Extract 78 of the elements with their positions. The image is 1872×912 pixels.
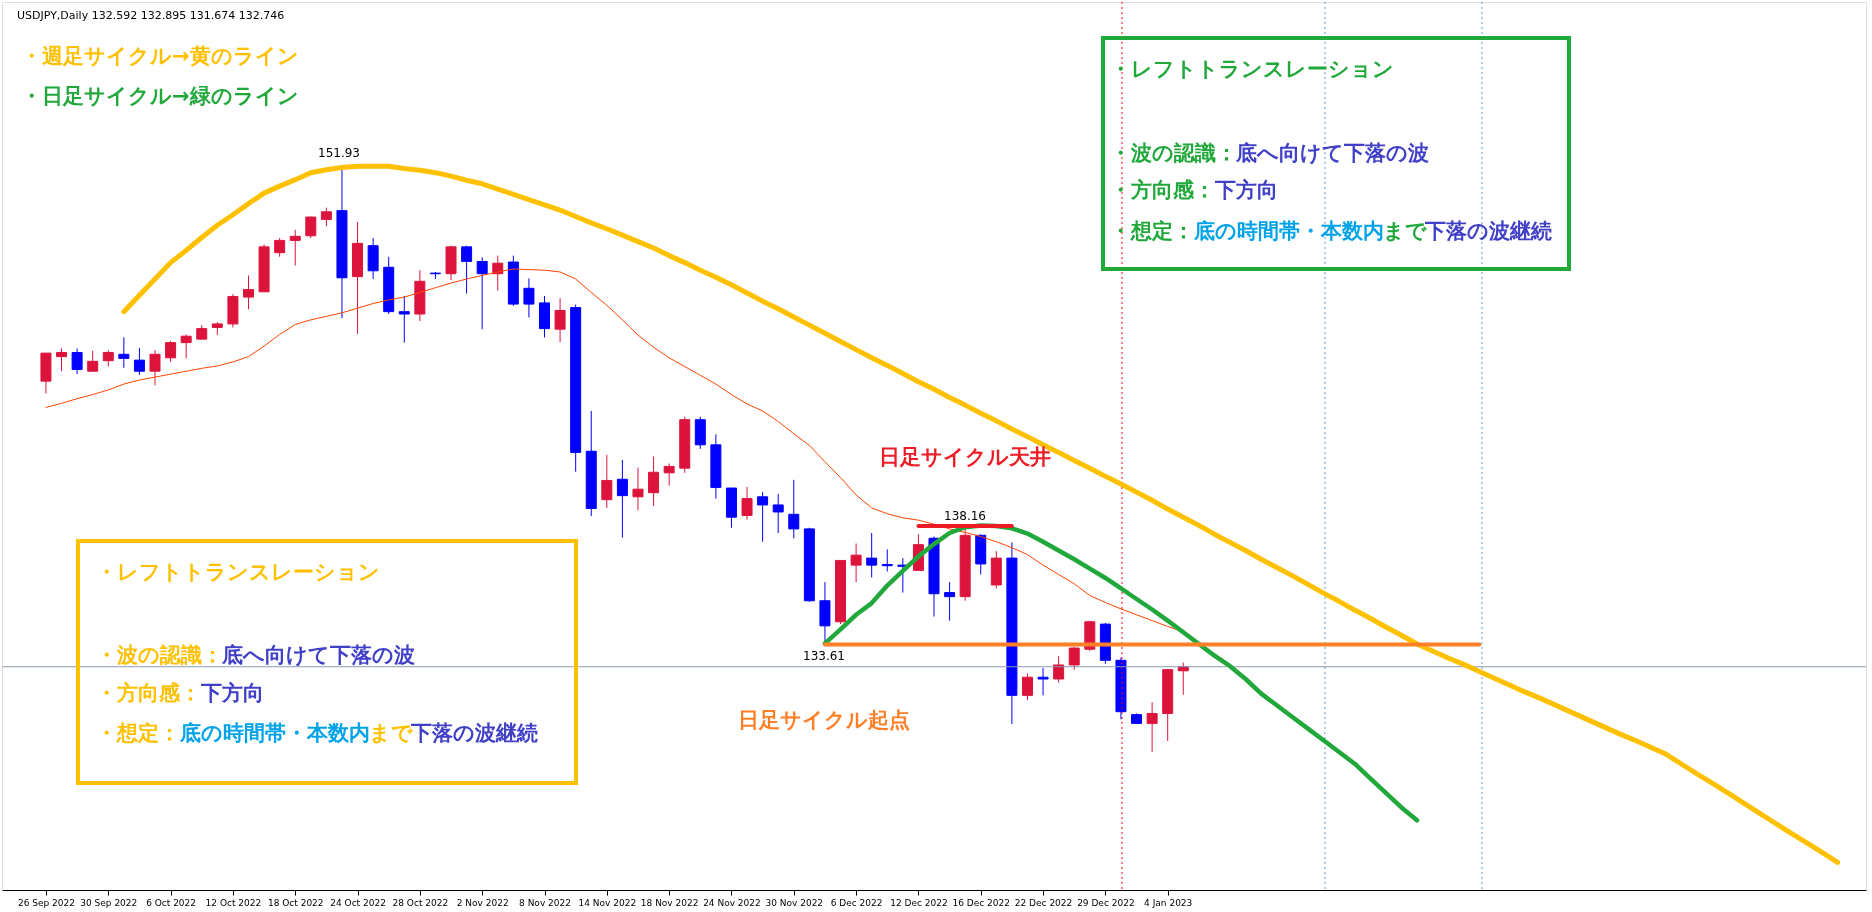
candlestick: [850, 543, 862, 583]
text: ・日足サイクル→緑のライン: [21, 84, 299, 108]
annotation: 底の時間帯・本数内: [179, 721, 370, 745]
candlestick: [133, 347, 145, 376]
annotation: 138.16: [944, 509, 986, 523]
annotation: 下方向: [200, 681, 264, 705]
annotation: 日足サイクル天井: [879, 445, 1051, 469]
x-tick-label: 24 Oct 2022: [330, 897, 386, 908]
x-tick-label: 4 Jan 2023: [1144, 897, 1193, 908]
annotation: ・想定：: [96, 721, 180, 745]
x-tick-label: 26 Sep 2022: [17, 897, 75, 908]
text: ・レフトトランスレーション: [1110, 57, 1394, 81]
candlestick: [944, 581, 956, 622]
candlestick: [165, 340, 177, 363]
candlestick: [648, 456, 660, 507]
candlestick: [788, 479, 800, 539]
candlestick: [118, 336, 130, 369]
annotation: 底へ向けて下落の波: [221, 643, 415, 667]
candlestick: [398, 295, 410, 344]
candlestick: [632, 467, 644, 511]
candlestick: [289, 229, 301, 267]
x-tick-label: 28 Oct 2022: [392, 897, 449, 908]
annotation: 下落の波継続: [410, 721, 538, 745]
candlestick: [56, 347, 68, 372]
x-tick-label: 22 Dec 2022: [1014, 897, 1073, 908]
x-tick-label: 12 Dec 2022: [890, 897, 948, 908]
annotation: ・波の認識：: [96, 643, 223, 667]
x-tick-label: 6 Oct 2022: [146, 897, 197, 908]
candlestick: [616, 459, 628, 539]
candlestick: [757, 491, 769, 543]
candlestick: [1037, 667, 1049, 696]
annotation: 133.61: [803, 649, 845, 663]
candlestick: [663, 463, 675, 487]
x-tick-label: 18 Nov 2022: [640, 897, 699, 908]
x-tick-label: 16 Dec 2022: [952, 897, 1010, 908]
candlestick: [180, 333, 192, 359]
candlestick: [320, 207, 332, 227]
candlestick: [149, 349, 161, 386]
x-tick-label: 24 Nov 2022: [703, 897, 761, 908]
candlestick: [1146, 701, 1158, 753]
text: ・波の認識：: [1110, 141, 1237, 165]
text: 151.93: [318, 146, 360, 160]
candlestick: [1053, 655, 1065, 683]
candlestick: [1021, 673, 1033, 701]
annotation: ・レフトトランスレーション: [96, 560, 380, 584]
candlestick: [866, 532, 878, 578]
candlestick: [881, 548, 893, 573]
annotation: ・方向感：: [96, 681, 201, 705]
text: USDJPY,Daily 132.592 132.895 131.674 132.746: [17, 9, 285, 22]
candlestick: [305, 215, 317, 239]
candlestick: [772, 493, 784, 534]
x-tick-label: 30 Nov 2022: [765, 897, 824, 908]
candlestick: [741, 486, 753, 521]
text: ・週足サイクル→黄のライン: [21, 44, 299, 68]
candlestick: [87, 350, 99, 372]
x-tick-label: 12 Oct 2022: [205, 897, 262, 908]
x-tick-label: 18 Oct 2022: [267, 897, 324, 908]
annotation: 下落の波継続: [1424, 219, 1552, 243]
candlestick: [274, 237, 286, 258]
annotation: ・方向感：: [1110, 178, 1215, 202]
candlestick: [461, 245, 473, 295]
x-tick-label: 30 Sep 2022: [80, 897, 138, 908]
candlestick: [476, 256, 488, 330]
x-tick-label: 14 Nov 2022: [578, 897, 637, 908]
x-tick-label: 29 Dec 2022: [1077, 897, 1135, 908]
annotation: 下方向: [1214, 178, 1278, 202]
candlestick: [523, 277, 535, 318]
x-tick-label: 6 Dec 2022: [830, 897, 883, 908]
annotation: 底の時間帯・本数内: [1193, 219, 1384, 243]
candlestick: [554, 297, 566, 343]
text: 底へ向けて下落の波: [1235, 141, 1429, 165]
annotation: 日足サイクル起点: [738, 708, 910, 732]
annotation: ・想定：: [1110, 219, 1194, 243]
candlestick: [71, 347, 83, 375]
x-tick-label: 2 Nov 2022: [456, 897, 509, 908]
candlestick: [601, 454, 613, 509]
candlestick: [242, 274, 254, 310]
x-tick-label: 8 Nov 2022: [519, 897, 571, 908]
